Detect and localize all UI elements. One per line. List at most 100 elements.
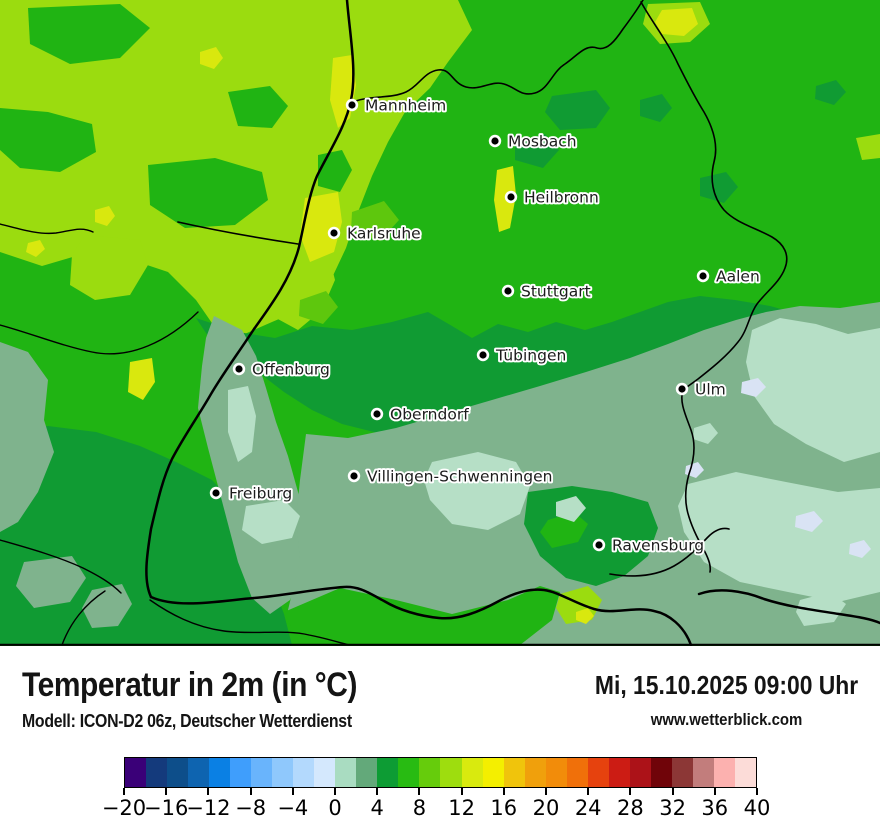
region-alsace-warm <box>70 235 148 300</box>
map-region-patch <box>576 608 594 624</box>
border-hessen <box>351 0 644 103</box>
region-east-ulm-cold <box>746 318 880 462</box>
city-marker-mosbach: Mosbach <box>488 131 579 152</box>
footer: Temperatur in 2m (in °C) Modell: ICON-D2… <box>0 664 880 732</box>
legend-segment <box>440 758 462 787</box>
city-marker-t-bingen: Tübingen <box>476 345 568 366</box>
city-marker-oberndorf: Oberndorf <box>370 404 471 425</box>
legend-segment <box>587 758 609 787</box>
legend-tick <box>207 788 210 795</box>
map-region-patch <box>796 592 846 626</box>
border-austria-south <box>697 589 880 625</box>
legend-tick-label: 36 <box>701 796 729 820</box>
legend-tick-label: 12 <box>448 796 475 820</box>
city-label-t-bingen: Tübingen <box>495 347 566 365</box>
legend-segment <box>272 758 294 787</box>
city-dot <box>504 287 512 295</box>
map-region-patch <box>640 94 672 122</box>
map-region-patch <box>200 47 223 69</box>
border-bavaria <box>640 1 788 573</box>
border-rhine-fork <box>177 221 299 245</box>
legend-segment <box>692 758 714 787</box>
legend-tick <box>587 788 590 795</box>
legend-tick <box>713 788 716 795</box>
city-marker-karlsruhe: Karlsruhe <box>327 223 423 244</box>
legend-segment <box>503 758 525 787</box>
legend-segment <box>188 758 210 787</box>
legend-segment <box>356 758 378 787</box>
page-title: Temperatur in 2m (in °C) <box>22 666 358 704</box>
legend-tick-label: −12 <box>186 796 231 820</box>
city-dot <box>491 137 499 145</box>
city-marker-aalen: Aalen <box>696 266 762 287</box>
legend-segment <box>650 758 672 787</box>
border-france-internal-3 <box>0 539 122 594</box>
legend-segment <box>335 758 357 787</box>
map-region-patch <box>128 358 155 400</box>
city-marker-mannheim: Mannheim <box>345 95 448 116</box>
city-marker-ulm: Ulm <box>675 379 728 400</box>
legend-tick <box>249 788 252 795</box>
region-heilbronn-yellow <box>494 166 516 232</box>
legend-tick-label: 32 <box>659 796 686 820</box>
legend-segment <box>251 758 273 787</box>
city-label-heilbronn: Heilbronn <box>524 189 599 207</box>
legend-tick-label: −20 <box>101 796 147 820</box>
city-dot <box>507 193 515 201</box>
model-info: Modell: ICON-D2 06z, Deutscher Wetterdie… <box>22 711 352 731</box>
legend-segment <box>482 758 504 787</box>
border-france-rhine <box>145 0 355 599</box>
legend-colorbar <box>124 757 757 788</box>
legend-tick <box>334 788 336 795</box>
legend-tick-label: −8 <box>235 796 267 820</box>
legend-segment <box>398 758 420 787</box>
border-switzerland <box>149 585 693 646</box>
city-label-ravensburg: Ravensburg <box>612 537 704 555</box>
legend-tick-label: 28 <box>617 796 644 820</box>
map-region-patch <box>95 206 115 226</box>
legend-tick-label: 0 <box>328 796 342 820</box>
legend-segment <box>671 758 693 787</box>
city-dot <box>595 541 603 549</box>
legend-segment <box>629 758 651 787</box>
city-dot <box>699 272 707 280</box>
website-credit: www.wetterblick.com <box>650 710 803 729</box>
map-region-patch <box>741 378 766 397</box>
legend-tick <box>629 788 632 795</box>
city-label-stuttgart: Stuttgart <box>521 283 591 301</box>
legend-segment <box>293 758 315 787</box>
legend-segment <box>566 758 588 787</box>
map-region-patch <box>693 423 718 444</box>
legend-segment <box>167 758 189 787</box>
map-region-patch <box>82 584 132 628</box>
city-dot <box>350 472 358 480</box>
legend-segment <box>461 758 483 787</box>
city-markers-layer: Mannheim Mosbach Heilbronn Karlsruhe Stuttga… <box>209 95 762 556</box>
map-borders <box>0 0 880 646</box>
legend-segment <box>230 758 252 787</box>
legend-segment <box>146 758 168 787</box>
map-region-patch <box>849 540 871 558</box>
legend-segment <box>125 758 147 787</box>
region-edge-warm-sliver <box>856 134 880 160</box>
map-region-patch <box>242 500 300 544</box>
map-region-patch <box>26 240 45 257</box>
city-dot <box>373 410 381 418</box>
city-dot <box>235 365 243 373</box>
region-karlsruhe-yellow <box>300 192 342 262</box>
legend-segment <box>713 758 735 787</box>
map-region-patch <box>0 108 96 172</box>
city-label-aalen: Aalen <box>716 268 760 286</box>
legend-tick <box>502 788 505 795</box>
border-france-internal-2 <box>0 311 199 355</box>
map-region-patch <box>299 291 338 324</box>
city-dot <box>330 229 338 237</box>
city-label-offenburg: Offenburg <box>252 361 330 379</box>
valid-datetime: Mi, 15.10.2025 09:00 Uhr <box>594 670 858 700</box>
legend-segment <box>524 758 546 787</box>
map-region-patch <box>228 386 256 462</box>
temperature-legend: −20 −16 −12 −8 −4 0 4 8 12 16 20 24 28 32 36 40 <box>102 757 770 822</box>
city-dot <box>479 351 487 359</box>
legend-segment <box>209 758 231 787</box>
map-region-patch <box>795 511 823 532</box>
